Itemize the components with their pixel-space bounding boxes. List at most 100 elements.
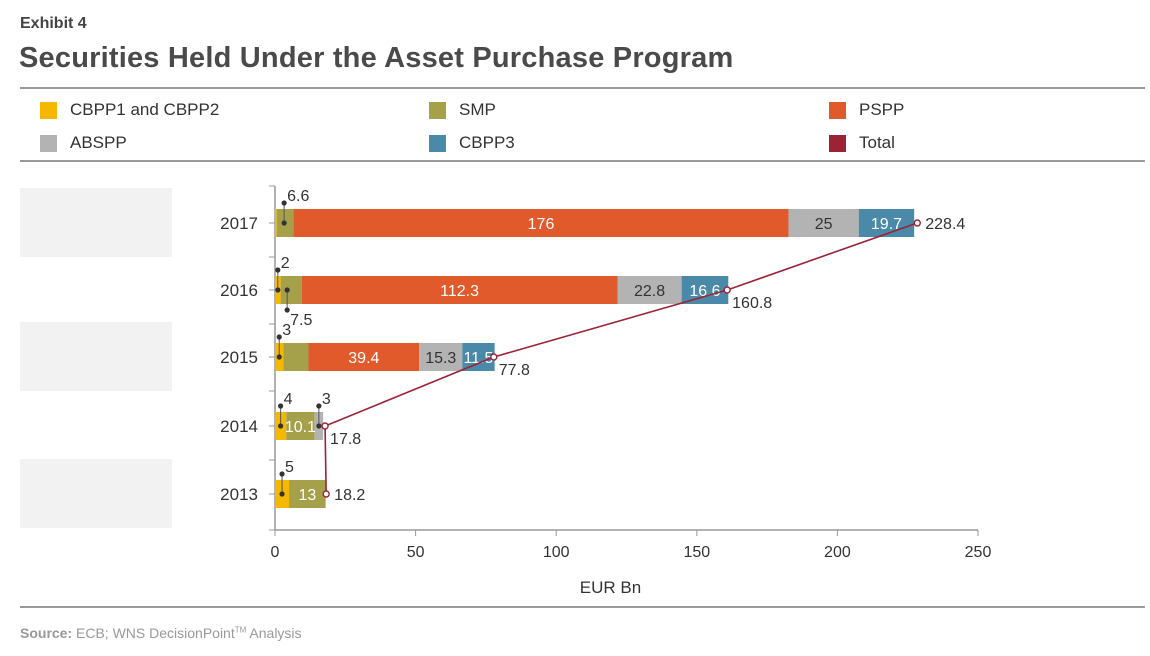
legend-item-cbpp3: CBPP3 — [429, 133, 515, 153]
trademark: TM — [234, 625, 247, 635]
callout-label: 3 — [322, 391, 331, 408]
total-value-label: 18.2 — [334, 487, 365, 504]
legend-item-total: Total — [829, 133, 895, 153]
bottom-divider — [20, 606, 1145, 608]
legend-label: ABSPP — [70, 133, 127, 152]
bar-segment — [419, 343, 463, 371]
row-band — [20, 322, 172, 391]
legend-divider — [20, 160, 1145, 162]
callout-label: 7.5 — [290, 312, 312, 329]
legend-swatch — [429, 134, 446, 152]
callout-dot — [284, 307, 290, 313]
row-band — [20, 459, 172, 528]
total-marker — [490, 353, 498, 361]
bar-segment — [301, 276, 618, 304]
legend-label: SMP — [459, 100, 496, 119]
top-divider — [20, 87, 1145, 89]
bar-value-label: 112.3 — [440, 283, 479, 300]
category-label: 2017 — [220, 214, 258, 233]
bar-segment — [617, 276, 682, 304]
x-tick-label: 250 — [965, 544, 992, 561]
x-tick-label: 50 — [407, 544, 425, 561]
callout-dot — [279, 471, 285, 477]
x-tick-label: 150 — [683, 544, 710, 561]
bar-segment — [462, 343, 495, 371]
row-band — [20, 188, 172, 257]
callout-label: 6.6 — [287, 188, 309, 205]
bar-segment — [308, 343, 420, 371]
category-label: 2016 — [220, 281, 258, 300]
legend-swatch — [40, 134, 57, 152]
total-value-label: 228.4 — [925, 216, 965, 233]
bar-segment — [681, 276, 729, 304]
legend-swatch — [429, 101, 446, 119]
total-marker — [723, 286, 731, 294]
category-label: 2014 — [220, 417, 258, 436]
legend-label: PSPP — [859, 100, 905, 119]
x-tick-label: 0 — [271, 544, 280, 561]
callout-dot — [284, 287, 290, 293]
legend-label: CBPP1 and CBPP2 — [70, 100, 220, 119]
bar-value-label: 176 — [528, 216, 555, 233]
legend: CBPP1 and CBPP2 SMP PSPP ABSPP CBPP3 Tot… — [0, 94, 1150, 160]
callout-dot — [275, 267, 281, 273]
callout-label: 3 — [282, 322, 291, 339]
callout-dot — [281, 200, 287, 206]
legend-swatch — [829, 101, 846, 119]
callout-dot — [316, 423, 322, 429]
bar-segment — [293, 209, 789, 237]
callout-dot — [276, 334, 282, 340]
total-value-label: 17.8 — [330, 431, 361, 448]
source-text: ECB; WNS DecisionPoint — [76, 625, 235, 641]
category-label: 2015 — [220, 348, 258, 367]
bar-value-label: 25 — [815, 216, 833, 233]
callout-dot — [278, 403, 284, 409]
legend-swatch — [40, 101, 57, 119]
legend-label: CBPP3 — [459, 133, 515, 152]
callout-dot — [316, 403, 322, 409]
source-suffix: Analysis — [246, 625, 302, 641]
bar-value-label: 22.8 — [634, 283, 665, 300]
x-tick-label: 100 — [543, 544, 570, 561]
legend-item-cbpp1-cbpp2: CBPP1 and CBPP2 — [40, 100, 219, 120]
bar-value-label: 10.1 — [285, 419, 316, 436]
legend-item-smp: SMP — [429, 100, 496, 120]
bar-value-label: 19.7 — [871, 216, 902, 233]
bar-segment — [788, 209, 859, 237]
bar-segment — [275, 209, 277, 237]
legend-item-pspp: PSPP — [829, 100, 904, 120]
bar-segment — [858, 209, 915, 237]
source-note: Source: ECB; WNS DecisionPointTM Analysi… — [20, 625, 302, 641]
total-value-label: 77.8 — [499, 362, 530, 379]
callout-dot — [281, 220, 287, 226]
x-tick-label: 200 — [824, 544, 851, 561]
callout-dot — [279, 491, 285, 497]
bar-segment — [286, 412, 315, 440]
bar-segment — [283, 343, 309, 371]
callout-dot — [275, 287, 281, 293]
bar-value-label: 15.3 — [425, 350, 456, 367]
bar-value-label: 16.6 — [689, 283, 720, 300]
bar-value-label: 39.4 — [348, 350, 379, 367]
callout-label: 5 — [285, 459, 294, 476]
bar-segment — [280, 276, 302, 304]
legend-item-abspp: ABSPP — [40, 133, 127, 153]
callout-label: 2 — [281, 255, 290, 272]
callout-label: 4 — [284, 391, 293, 408]
legend-label: Total — [859, 133, 895, 152]
legend-swatch — [829, 134, 846, 152]
total-marker — [913, 219, 921, 227]
total-marker — [321, 422, 329, 430]
chart-title: Securities Held Under the Asset Purchase… — [19, 42, 734, 74]
category-label: 2013 — [220, 485, 258, 504]
bar-value-label: 11.5 — [463, 350, 493, 367]
source-key: Source: — [20, 625, 73, 641]
bar-value-label: 13 — [298, 487, 316, 504]
exhibit-label: Exhibit 4 — [20, 15, 87, 32]
total-marker — [322, 490, 330, 498]
callout-dot — [276, 354, 282, 360]
callout-dot — [278, 423, 284, 429]
x-axis-title: EUR Bn — [580, 578, 641, 597]
bar-segment — [289, 480, 326, 508]
stacked-bar-chart: 2017 2016 2015 2014 2013 0 50 100 150 200 250 EUR B… — [20, 185, 992, 597]
